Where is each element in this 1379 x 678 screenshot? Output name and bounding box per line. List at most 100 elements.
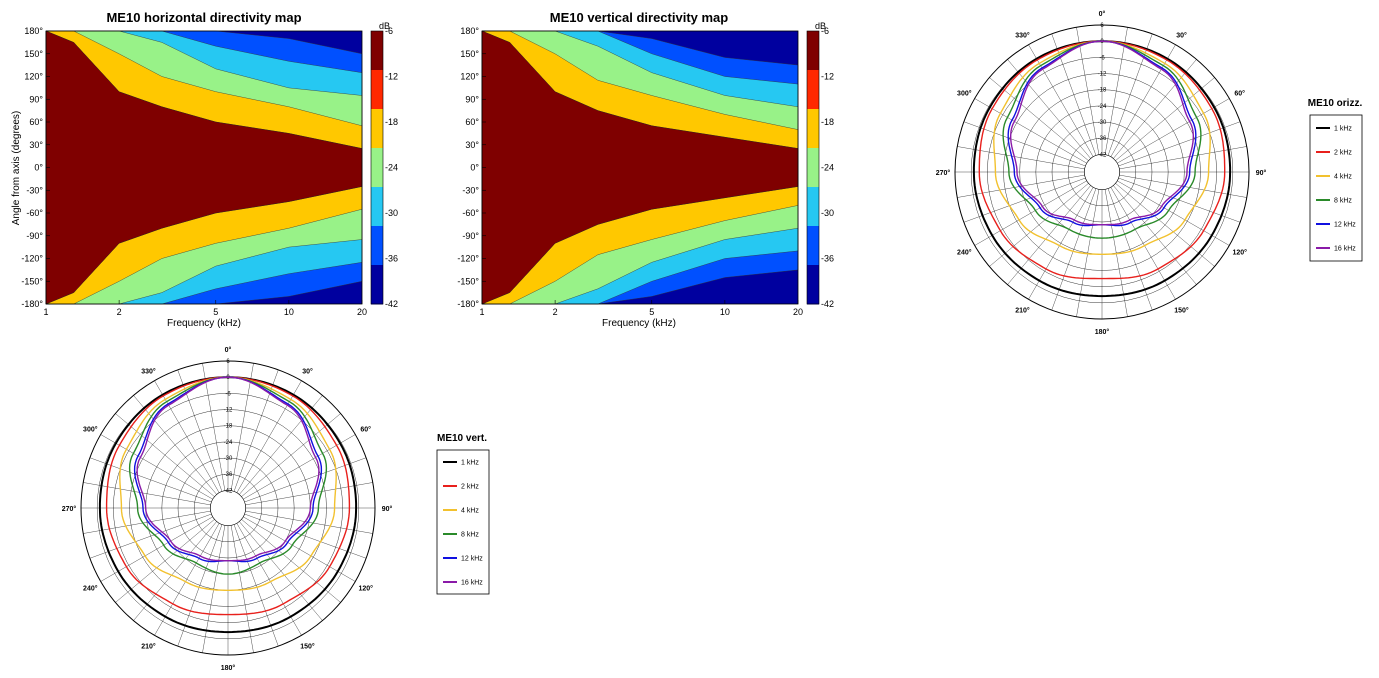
polar-spoke bbox=[1007, 59, 1091, 159]
colorbar-swatch bbox=[807, 187, 819, 227]
colorbar-tick: -42 bbox=[385, 299, 398, 309]
y-tick-label: -180° bbox=[21, 299, 43, 309]
polar-spoke bbox=[230, 363, 254, 491]
polar-series-2-khz bbox=[105, 376, 351, 616]
polar-radial-label: -42 bbox=[224, 488, 233, 494]
y-tick-label: 0° bbox=[470, 163, 479, 173]
legend-label: 4 kHz bbox=[461, 508, 479, 515]
polar-series-4-khz bbox=[119, 376, 337, 591]
polar-spoke bbox=[974, 98, 1087, 164]
colorbar-tick: -36 bbox=[821, 254, 834, 264]
x-tick-label: 2 bbox=[117, 307, 122, 317]
polar-spoke bbox=[239, 395, 323, 495]
polar-series-16-khz bbox=[136, 376, 320, 562]
polar-angle-label: 0° bbox=[225, 346, 232, 354]
colorbar-frame bbox=[370, 30, 384, 305]
x-tick-label: 1 bbox=[479, 307, 484, 317]
polar-spoke bbox=[1118, 177, 1241, 223]
polar-series-2-khz bbox=[978, 40, 1226, 280]
colorbar-swatch bbox=[371, 148, 383, 188]
y-tick-label: 90° bbox=[29, 94, 43, 104]
y-tick-label: 120° bbox=[24, 72, 43, 82]
legend-orizz: ME10 orizz. 1 kHz 2 kHz 4 kHz 8 kHz 12 kHz 16… bbox=[1308, 98, 1363, 262]
polar-spoke bbox=[1119, 174, 1247, 198]
polar-spoke bbox=[1115, 183, 1215, 267]
polar-spoke bbox=[989, 77, 1089, 161]
legend-label: 12 kHz bbox=[461, 556, 483, 563]
x-tick-label: 5 bbox=[649, 307, 654, 317]
y-tick-label: -30° bbox=[462, 185, 479, 195]
polar-series-1-khz bbox=[98, 376, 358, 634]
y-tick-label: -60° bbox=[26, 208, 43, 218]
hmap-ylabel: Angle from axis (degrees) bbox=[11, 111, 22, 226]
polar-radial-label: -12 bbox=[224, 408, 233, 414]
polar-spoke bbox=[245, 482, 373, 506]
legend-label: 1 kHz bbox=[461, 460, 479, 467]
polar-series-8-khz bbox=[1002, 40, 1202, 239]
polar-radial-label: -42 bbox=[1098, 152, 1107, 158]
polar-series-1-khz bbox=[972, 40, 1232, 298]
legend-vert-items: 1 kHz 2 kHz 4 kHz 8 kHz 12 kHz 16 kHz bbox=[443, 460, 483, 587]
legend-orizz-items: 1 kHz 2 kHz 4 kHz 8 kHz 12 kHz 16 kHz bbox=[1316, 126, 1356, 253]
polar-radial-label: -24 bbox=[224, 440, 233, 446]
vmap-xlabel: Frequency (kHz) bbox=[602, 318, 676, 329]
polar-radial-label: -36 bbox=[1098, 136, 1107, 142]
y-tick-label: 30° bbox=[29, 140, 43, 150]
polar-spoke bbox=[1119, 146, 1247, 170]
polar-radial-label: -24 bbox=[1098, 104, 1107, 110]
colorbar-swatch bbox=[807, 70, 819, 110]
legend-label: 4 kHz bbox=[1334, 174, 1352, 181]
polar-angle-label: 90° bbox=[1256, 169, 1267, 177]
polar-spoke bbox=[244, 513, 367, 559]
polar-series-16-khz bbox=[1010, 40, 1194, 226]
hmap-xlabel: Frequency (kHz) bbox=[167, 318, 241, 329]
colorbar-swatch bbox=[807, 148, 819, 188]
colorbar-tick: -42 bbox=[821, 299, 834, 309]
polar-inner-hole bbox=[1084, 154, 1120, 190]
polar-angle-label: 60° bbox=[1234, 90, 1245, 98]
polar-radial-label: -30 bbox=[224, 456, 233, 462]
polar-spoke bbox=[1076, 27, 1100, 155]
vertical-directivity-map: ME10 vertical directivity map 1 2 5 10 20 180… bbox=[457, 10, 834, 329]
colorbar-tick: -30 bbox=[821, 208, 834, 218]
y-tick-label: -90° bbox=[462, 231, 479, 241]
legend-label: 2 kHz bbox=[1334, 150, 1352, 157]
polar-angle-label: 330° bbox=[141, 367, 156, 375]
polar-spoke bbox=[83, 510, 211, 534]
vmap-plot-area: 1 2 5 10 20 180° 150° 120° 90° 60° 30° 0° -30° -60° -9… bbox=[457, 21, 834, 317]
polar-angle-label: 150° bbox=[300, 643, 315, 651]
polar-radial-label: -18 bbox=[224, 424, 233, 430]
x-tick-label: 10 bbox=[284, 307, 294, 317]
polar-spoke bbox=[1115, 77, 1215, 161]
colorbar-tick: -6 bbox=[385, 26, 393, 36]
colorbar-tick: -12 bbox=[385, 72, 398, 82]
polar-angle-label: 0° bbox=[1099, 10, 1106, 18]
colorbar-swatch bbox=[371, 31, 383, 71]
polar-radial-label: 6 bbox=[226, 359, 230, 365]
polar-spoke bbox=[974, 180, 1087, 246]
legend-vert: ME10 vert. 1 kHz 2 kHz 4 kHz 8 kHz 12 kHz 16 … bbox=[436, 433, 490, 595]
polar-spoke bbox=[1117, 180, 1230, 246]
polar-spoke bbox=[83, 482, 211, 506]
polar-radial-label: -30 bbox=[1098, 120, 1107, 126]
polar-series-8-khz bbox=[128, 376, 328, 575]
y-tick-label: 30° bbox=[465, 140, 479, 150]
vmap-title: ME10 vertical directivity map bbox=[550, 10, 729, 25]
x-tick-label: 5 bbox=[213, 307, 218, 317]
horizontal-directivity-map: ME10 horizontal directivity map 1 2 5 10 201… bbox=[11, 10, 398, 329]
y-tick-label: -30° bbox=[26, 185, 43, 195]
colorbar-tick: -18 bbox=[821, 117, 834, 127]
polar-radial-label: 6 bbox=[1100, 23, 1104, 29]
y-tick-label: 0° bbox=[34, 163, 43, 173]
polar-spoke bbox=[963, 177, 1086, 223]
colorbar-swatch bbox=[371, 70, 383, 110]
polar-spoke bbox=[1104, 27, 1128, 155]
legend-vert-box bbox=[436, 449, 490, 595]
x-tick-label: 2 bbox=[553, 307, 558, 317]
polar-angle-label: 120° bbox=[358, 585, 373, 593]
polar-angle-label: 330° bbox=[1015, 31, 1030, 39]
colorbar-swatch bbox=[807, 31, 819, 71]
legend-orizz-title: ME10 orizz. bbox=[1308, 98, 1363, 109]
polar-spoke bbox=[115, 413, 215, 497]
